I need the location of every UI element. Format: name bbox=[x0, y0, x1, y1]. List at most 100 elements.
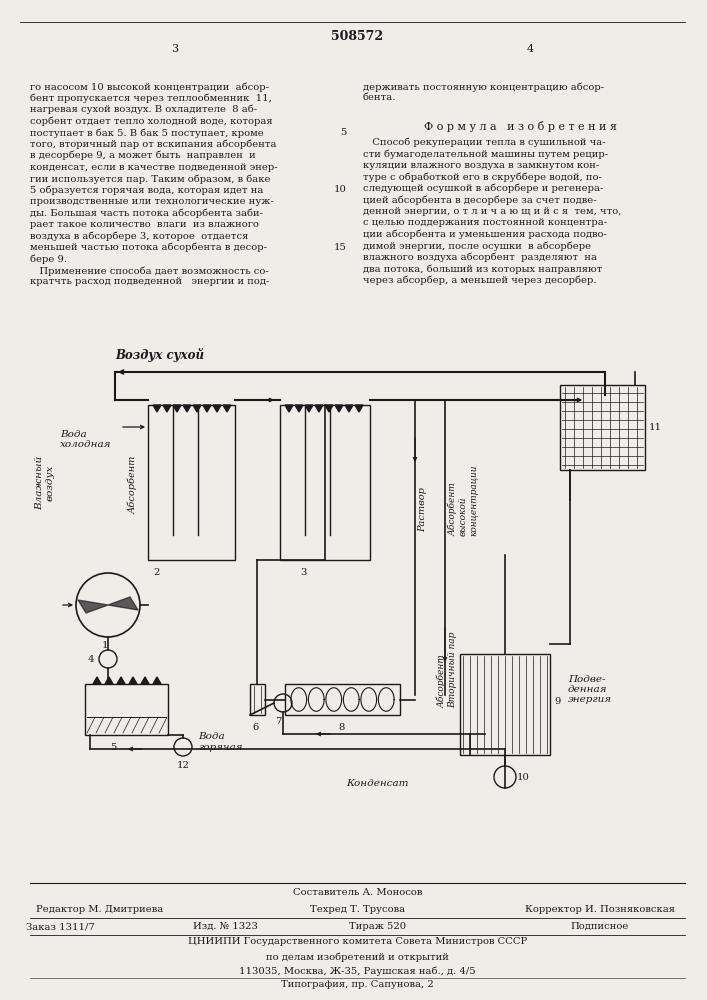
Text: рает такое количество  влаги  из влажного: рает такое количество влаги из влажного bbox=[30, 220, 259, 229]
Text: производственные или технологические нуж-: производственные или технологические нуж… bbox=[30, 197, 274, 206]
Bar bbox=[285, 684, 400, 715]
Polygon shape bbox=[305, 405, 313, 412]
Text: цией абсорбента в десорбере за счет подве-: цией абсорбента в десорбере за счет подв… bbox=[363, 195, 597, 205]
Text: Техред Т. Трусова: Техред Т. Трусова bbox=[310, 905, 405, 914]
Text: туре с обработкой его в скруббере водой, по-: туре с обработкой его в скруббере водой,… bbox=[363, 172, 602, 182]
Text: бере 9.: бере 9. bbox=[30, 254, 67, 264]
Text: го насосом 10 высокой концентрации  абсор-: го насосом 10 высокой концентрации абсор… bbox=[30, 82, 269, 92]
Text: Абсорбент
Вторичный пар: Абсорбент Вторичный пар bbox=[437, 631, 457, 708]
Text: через абсорбер, а меньшей через десорбер.: через абсорбер, а меньшей через десорбер… bbox=[363, 276, 597, 285]
Text: ды. Большая часть потока абсорбента заби-: ды. Большая часть потока абсорбента заби… bbox=[30, 209, 263, 218]
Text: Абсорбент
высокой
концентрации: Абсорбент высокой концентрации bbox=[448, 464, 479, 536]
Text: сорбент отдает тепло холодной воде, которая: сорбент отдает тепло холодной воде, кото… bbox=[30, 116, 273, 126]
Bar bbox=[250, 684, 265, 715]
Polygon shape bbox=[315, 405, 323, 412]
Polygon shape bbox=[285, 405, 293, 412]
Text: 4: 4 bbox=[527, 44, 534, 54]
Text: с целью поддержания постоянной концентра-: с целью поддержания постоянной концентра… bbox=[363, 218, 607, 227]
Text: два потока, больший из которых направляют: два потока, больший из которых направляю… bbox=[363, 264, 602, 274]
Polygon shape bbox=[141, 677, 149, 684]
Text: 6: 6 bbox=[252, 723, 259, 732]
Text: 5: 5 bbox=[110, 743, 117, 752]
Text: конденсат, если в качестве подведенной энер-: конденсат, если в качестве подведенной э… bbox=[30, 162, 278, 172]
Polygon shape bbox=[325, 405, 333, 412]
Polygon shape bbox=[183, 405, 191, 412]
Text: того, вторичный пар от вскипания абсорбента: того, вторичный пар от вскипания абсорбе… bbox=[30, 139, 276, 149]
Text: 1: 1 bbox=[102, 641, 108, 650]
Text: 2: 2 bbox=[153, 568, 159, 577]
Text: воздуха в абсорбере 3, которое  отдается: воздуха в абсорбере 3, которое отдается bbox=[30, 232, 248, 241]
Text: в десорбере 9, а может быть  направлен  и: в десорбере 9, а может быть направлен и bbox=[30, 151, 256, 160]
Polygon shape bbox=[105, 677, 113, 684]
Polygon shape bbox=[173, 405, 181, 412]
Text: 15: 15 bbox=[334, 243, 347, 252]
Text: 12: 12 bbox=[177, 761, 190, 770]
Polygon shape bbox=[193, 405, 201, 412]
Text: меньшей частью потока абсорбента в десор-: меньшей частью потока абсорбента в десор… bbox=[30, 243, 267, 252]
Polygon shape bbox=[203, 405, 211, 412]
Text: ции абсорбента и уменьшения расхода подво-: ции абсорбента и уменьшения расхода подв… bbox=[363, 230, 607, 239]
Polygon shape bbox=[335, 405, 343, 412]
Text: ЦНИИПИ Государственного комитета Совета Министров СССР: ЦНИИПИ Государственного комитета Совета … bbox=[188, 937, 527, 946]
Text: бент пропускается через теплообменник  11,: бент пропускается через теплообменник 11… bbox=[30, 94, 272, 103]
Text: 9: 9 bbox=[554, 696, 561, 706]
Text: Воздух сухой: Воздух сухой bbox=[115, 348, 204, 362]
Text: денной энергии, о т л и ч а ю щ и й с я  тем, что,: денной энергии, о т л и ч а ю щ и й с я … bbox=[363, 207, 621, 216]
Polygon shape bbox=[153, 405, 161, 412]
Polygon shape bbox=[153, 677, 161, 684]
Text: Конденсат: Конденсат bbox=[346, 779, 409, 788]
Text: 3: 3 bbox=[300, 568, 306, 577]
Text: 8: 8 bbox=[339, 723, 345, 732]
Polygon shape bbox=[345, 405, 353, 412]
Polygon shape bbox=[93, 677, 101, 684]
Text: гии используется пар. Таким образом, в баке: гии используется пар. Таким образом, в б… bbox=[30, 174, 271, 184]
Text: Ф о р м у л а   и з о б р е т е н и я: Ф о р м у л а и з о б р е т е н и я bbox=[423, 120, 617, 131]
Polygon shape bbox=[117, 677, 125, 684]
Text: Вода
холодная: Вода холодная bbox=[60, 430, 112, 449]
Polygon shape bbox=[78, 600, 108, 613]
Text: 7: 7 bbox=[275, 717, 281, 726]
Text: Абсорбент: Абсорбент bbox=[128, 456, 138, 514]
Text: Заказ 1311/7: Заказ 1311/7 bbox=[25, 922, 94, 931]
Text: нагревая сухой воздух. В охладителе  8 аб-: нагревая сухой воздух. В охладителе 8 аб… bbox=[30, 105, 257, 114]
Text: 10: 10 bbox=[334, 186, 347, 194]
Text: бента.: бента. bbox=[363, 94, 397, 103]
Text: 4: 4 bbox=[88, 654, 95, 664]
Text: 11: 11 bbox=[649, 423, 662, 432]
Text: Изд. № 1323: Изд. № 1323 bbox=[192, 922, 257, 931]
Text: 5 образуется горячая вода, которая идет на: 5 образуется горячая вода, которая идет … bbox=[30, 186, 264, 195]
Text: 5: 5 bbox=[341, 128, 347, 137]
Text: куляции влажного воздуха в замкнутом кон-: куляции влажного воздуха в замкнутом кон… bbox=[363, 161, 600, 170]
Text: 113035, Москва, Ж-35, Раушская наб., д. 4/5: 113035, Москва, Ж-35, Раушская наб., д. … bbox=[239, 967, 476, 976]
Polygon shape bbox=[163, 405, 171, 412]
Bar bbox=[148, 405, 235, 560]
Text: Подве-
денная
энергия: Подве- денная энергия bbox=[568, 675, 612, 704]
Polygon shape bbox=[355, 405, 363, 412]
Text: Влажный
воздух: Влажный воздух bbox=[35, 455, 54, 510]
Text: Применение способа дает возможность со-: Применение способа дает возможность со- bbox=[30, 266, 269, 275]
Text: Типография, пр. Сапунова, 2: Типография, пр. Сапунова, 2 bbox=[281, 980, 434, 989]
Polygon shape bbox=[223, 405, 231, 412]
Text: Редактор М. Дмитриева: Редактор М. Дмитриева bbox=[36, 905, 163, 914]
Text: сти бумагоделательной машины путем рецир-: сти бумагоделательной машины путем рецир… bbox=[363, 149, 608, 159]
Text: Раствор: Раствор bbox=[418, 488, 427, 532]
Text: димой энергии, после осушки  в абсорбере: димой энергии, после осушки в абсорбере bbox=[363, 241, 591, 251]
Bar bbox=[85, 684, 168, 735]
Polygon shape bbox=[108, 597, 138, 610]
Text: держивать постоянную концентрацию абсор-: держивать постоянную концентрацию абсор- bbox=[363, 82, 604, 92]
Text: по делам изобретений и открытий: по делам изобретений и открытий bbox=[266, 952, 449, 962]
Text: Составитель А. Моносов: Составитель А. Моносов bbox=[293, 888, 422, 897]
Text: следующей осушкой в абсорбере и регенера-: следующей осушкой в абсорбере и регенера… bbox=[363, 184, 603, 193]
Text: Способ рекуперации тепла в сушильной ча-: Способ рекуперации тепла в сушильной ча- bbox=[363, 138, 606, 147]
Bar bbox=[560, 385, 645, 470]
Polygon shape bbox=[213, 405, 221, 412]
Text: 10: 10 bbox=[517, 772, 530, 782]
Polygon shape bbox=[295, 405, 303, 412]
Text: Вода
горячая: Вода горячая bbox=[198, 732, 243, 752]
Text: Тираж 520: Тираж 520 bbox=[349, 922, 406, 931]
Polygon shape bbox=[129, 677, 137, 684]
Text: кратчть расход подведенной   энергии и под-: кратчть расход подведенной энергии и под… bbox=[30, 277, 269, 286]
Text: поступает в бак 5. В бак 5 поступает, кроме: поступает в бак 5. В бак 5 поступает, кр… bbox=[30, 128, 264, 137]
Text: Подписное: Подписное bbox=[571, 922, 629, 931]
Text: 508572: 508572 bbox=[332, 30, 384, 43]
